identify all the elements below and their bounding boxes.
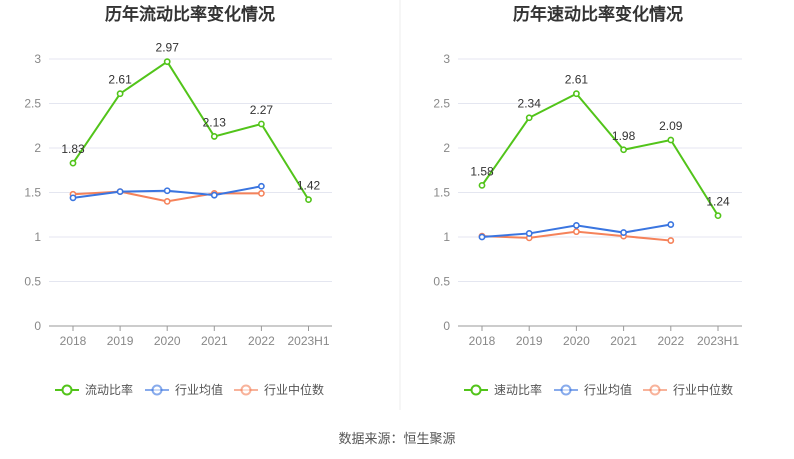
data-label: 2.61	[565, 73, 589, 87]
data-point	[525, 114, 533, 122]
data-point	[714, 212, 722, 220]
data-point	[573, 228, 580, 236]
data-point	[163, 197, 171, 205]
legend-label: 行业中位数	[673, 382, 733, 397]
legend-marker-icon	[560, 384, 572, 396]
data-point	[667, 136, 675, 144]
data-point	[257, 120, 265, 128]
y-tick-label: 2.5	[24, 97, 41, 111]
y-tick-label: 2	[443, 141, 450, 155]
data-label: 2.13	[203, 115, 227, 129]
x-tick-label: 2019	[516, 334, 543, 348]
legend-label: 流动比率	[85, 382, 133, 397]
series-line	[481, 92, 719, 217]
y-tick-label: 1	[443, 230, 450, 244]
y-tick-label: 1.5	[433, 186, 450, 200]
data-label: 2.61	[108, 73, 132, 87]
data-label: 2.27	[250, 103, 274, 117]
y-tick-label: 0	[443, 319, 450, 333]
legend-marker-icon	[649, 384, 661, 396]
y-tick-label: 2	[34, 141, 41, 155]
data-point	[573, 90, 580, 98]
data-point	[163, 58, 171, 66]
data-point	[116, 90, 124, 98]
data-label: 1.42	[297, 179, 321, 193]
data-label: 2.34	[518, 97, 542, 111]
data-point	[163, 187, 171, 195]
x-tick-label: 2019	[107, 334, 134, 348]
legend-marker-icon	[151, 384, 163, 396]
legend-marker-icon	[470, 384, 482, 396]
data-label: 2.97	[156, 41, 180, 55]
x-tick-label: 2021	[201, 334, 228, 348]
data-point	[667, 237, 675, 244]
x-tick-label: 2021	[610, 334, 637, 348]
legend-label: 速动比率	[494, 382, 542, 397]
y-tick-label: 3	[34, 52, 41, 66]
source-note: 数据来源：恒生聚源	[338, 431, 455, 446]
data-label: 1.98	[612, 129, 636, 143]
legend-label: 行业中位数	[264, 382, 324, 397]
data-point	[257, 189, 265, 197]
data-point	[478, 181, 486, 189]
data-point	[69, 194, 77, 202]
y-tick-label: 3	[443, 52, 450, 66]
chart-title: 历年流动比率变化情况	[105, 4, 275, 24]
legend-marker-icon	[240, 384, 252, 396]
data-label: 1.58	[470, 164, 494, 178]
x-tick-label: 2022	[248, 334, 275, 348]
data-point	[257, 182, 265, 190]
data-point	[478, 233, 486, 241]
data-label: 1.83	[61, 142, 85, 156]
data-point	[667, 221, 675, 228]
data-point	[620, 146, 627, 154]
x-tick-label: 2020	[563, 334, 590, 348]
x-tick-label: 2020	[154, 334, 181, 348]
x-tick-label: 2022	[657, 334, 684, 348]
data-label: 2.09	[659, 119, 683, 133]
data-point	[305, 196, 312, 204]
data-label: 1.24	[706, 195, 730, 209]
y-tick-label: 0.5	[433, 275, 450, 289]
data-point	[69, 159, 77, 167]
y-tick-label: 0	[34, 319, 41, 333]
data-point	[525, 230, 533, 237]
y-tick-label: 1	[34, 230, 41, 244]
y-tick-label: 1.5	[24, 186, 41, 200]
data-point	[210, 191, 218, 199]
y-tick-label: 0.5	[24, 275, 41, 289]
x-tick-label: 2018	[60, 334, 87, 348]
chart-title: 历年速动比率变化情况	[513, 4, 683, 24]
data-point	[210, 133, 218, 140]
x-tick-label: 2023H1	[697, 334, 739, 348]
legend-label: 行业均值	[175, 382, 223, 397]
data-point	[116, 188, 124, 196]
x-tick-label: 2023H1	[287, 334, 329, 348]
y-tick-label: 2.5	[433, 97, 450, 111]
data-point	[573, 222, 580, 229]
legend-label: 行业均值	[584, 382, 632, 397]
data-point	[620, 229, 627, 236]
x-tick-label: 2018	[469, 334, 496, 348]
series-line	[72, 60, 310, 201]
legend-marker-icon	[61, 384, 73, 396]
